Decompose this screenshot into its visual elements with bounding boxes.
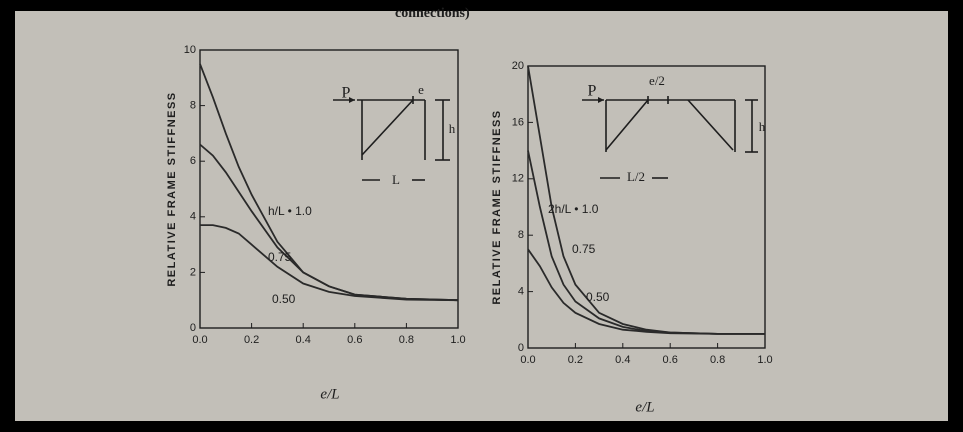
x-tick-label: 0.8 — [710, 354, 725, 366]
inset-label: e/2 — [649, 73, 665, 88]
inset-label: L — [392, 172, 400, 187]
curve-label: 2h/L • 1.0 — [548, 202, 599, 216]
page-photo — [12, 8, 951, 424]
inset-label: e — [418, 82, 424, 97]
screenshot: connections) 0 2 4 6 8 10 0.0 0.2 0.4 0.6 0.8 1.0 RE… — [0, 0, 963, 432]
y-tick-label: 12 — [512, 173, 524, 185]
x-tick-label: 0.6 — [663, 354, 678, 366]
x-tick-label: 0.2 — [244, 334, 259, 346]
inset-label: L/2 — [627, 169, 645, 184]
curve-label: h/L • 1.0 — [268, 204, 312, 218]
x-tick-label: 1.0 — [757, 354, 772, 366]
y-axis-title: RELATIVE FRAME STIFFNESS — [491, 109, 503, 304]
x-tick-label: 0.6 — [347, 334, 362, 346]
y-tick-label: 4 — [518, 286, 524, 298]
x-tick-label: 0.8 — [399, 334, 414, 346]
y-tick-label: 6 — [190, 155, 196, 167]
inset-label: P — [588, 83, 597, 100]
y-tick-label: 0 — [190, 322, 196, 334]
x-axis-title: e/L — [320, 386, 339, 402]
y-axis-title: RELATIVE FRAME STIFFNESS — [166, 91, 178, 286]
curve-label: 0.50 — [586, 290, 610, 304]
y-tick-label: 2 — [190, 266, 196, 278]
y-tick-label: 8 — [190, 100, 196, 112]
x-tick-label: 1.0 — [450, 334, 465, 346]
x-tick-label: 0.4 — [615, 354, 630, 366]
inset-label: P — [342, 85, 351, 102]
curve-label: 0.75 — [572, 242, 596, 256]
x-axis-title: e/L — [635, 399, 654, 415]
curve-label: 0.50 — [272, 292, 296, 306]
y-tick-label: 10 — [184, 44, 196, 56]
y-tick-label: 8 — [518, 229, 524, 241]
inset-label: h — [449, 121, 456, 136]
x-tick-label: 0.4 — [296, 334, 311, 346]
y-tick-label: 16 — [512, 116, 524, 128]
x-tick-label: 0.0 — [192, 334, 207, 346]
x-tick-label: 0.0 — [520, 354, 535, 366]
page: {"page_text": "connections)", "chart_dat… — [0, 0, 963, 432]
y-tick-label: 20 — [512, 60, 524, 72]
y-tick-label: 4 — [190, 211, 196, 223]
page-header: connections) — [395, 6, 470, 21]
inset-label: h — [759, 119, 766, 134]
y-tick-label: 0 — [518, 342, 524, 354]
x-tick-label: 0.2 — [568, 354, 583, 366]
